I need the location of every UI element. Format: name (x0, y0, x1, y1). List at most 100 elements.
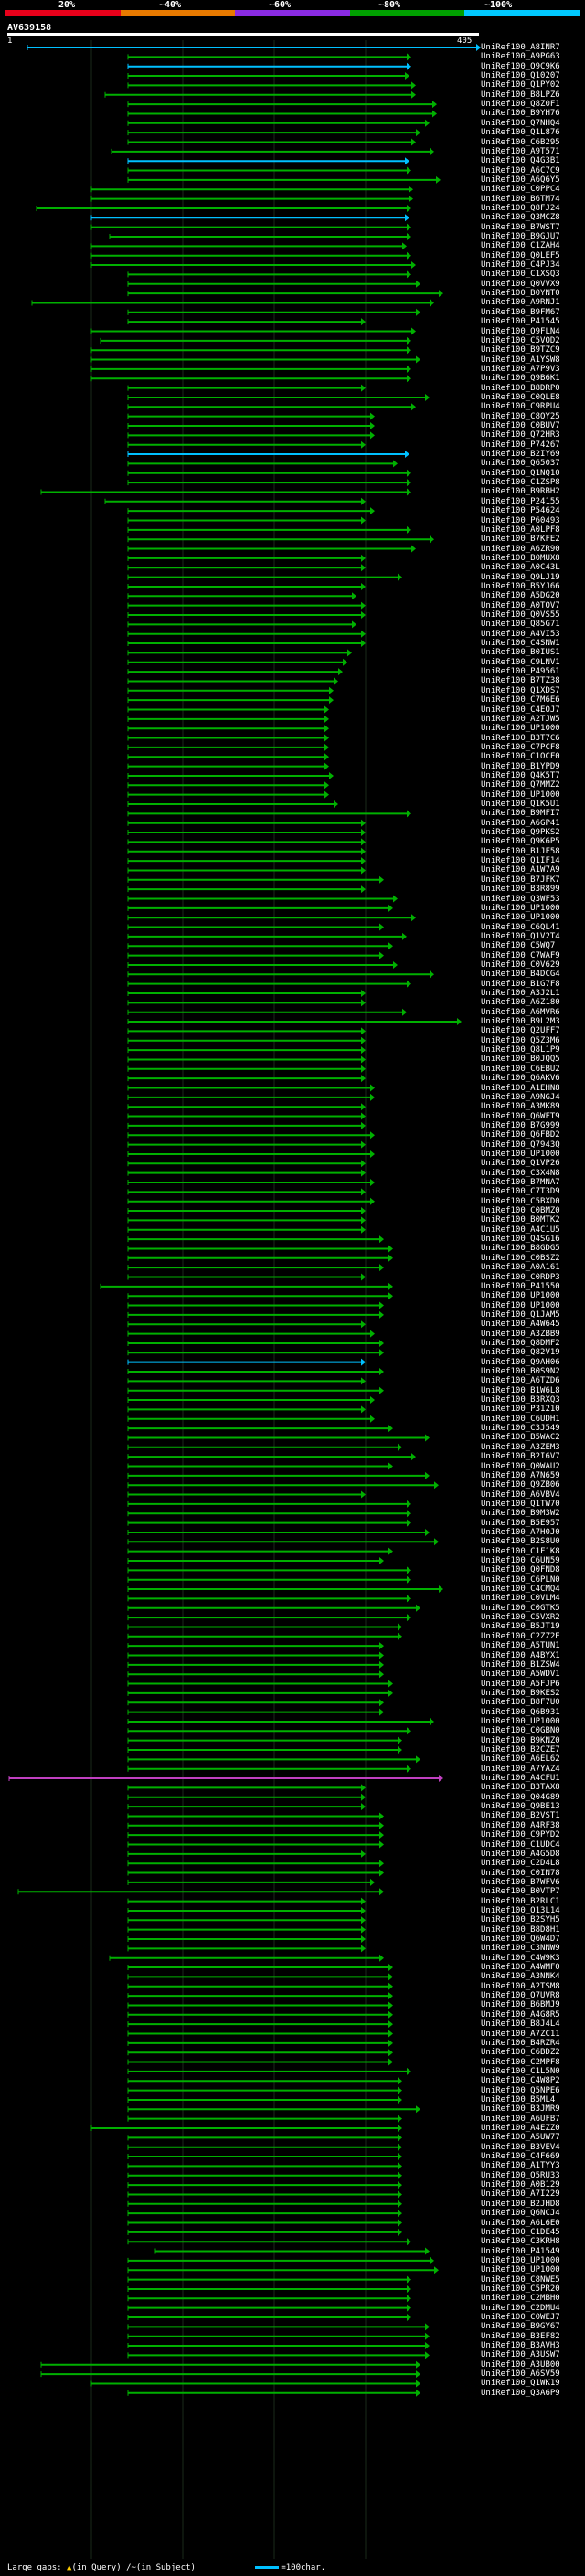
hit-label[interactable]: UniRef100_B0VTP7 (481, 1887, 560, 1897)
hit-alignment[interactable] (127, 129, 420, 137)
hit-alignment[interactable] (127, 2001, 393, 2009)
hit-label[interactable]: UniRef100_B9TZC9 (481, 345, 560, 355)
hit-label[interactable]: UniRef100_Q1JAM5 (481, 1309, 560, 1320)
hit-label[interactable]: UniRef100_B9FM67 (481, 307, 560, 317)
hit-alignment[interactable] (127, 762, 329, 770)
hit-alignment[interactable] (127, 630, 366, 638)
hit-label[interactable]: UniRef100_B7G999 (481, 1120, 560, 1130)
hit-alignment[interactable] (127, 2086, 402, 2094)
hit-label[interactable]: UniRef100_B7KFE2 (481, 535, 560, 545)
hit-alignment[interactable] (127, 1660, 384, 1669)
hit-label[interactable]: UniRef100_A5FJP6 (481, 1679, 560, 1689)
hit-alignment[interactable] (90, 242, 407, 250)
hit-alignment[interactable] (127, 847, 366, 855)
hit-alignment[interactable] (127, 990, 366, 997)
hit-label[interactable]: UniRef100_Q1XDS7 (481, 685, 560, 695)
hit-alignment[interactable] (127, 431, 375, 440)
hit-alignment[interactable] (127, 1689, 393, 1697)
hit-alignment[interactable] (127, 1386, 384, 1394)
hit-alignment[interactable] (127, 2342, 430, 2350)
hit-alignment[interactable] (127, 753, 329, 761)
hit-alignment[interactable] (127, 2284, 411, 2293)
hit-label[interactable]: UniRef100_A2TSM8 (481, 1981, 560, 1991)
hit-label[interactable]: UniRef100_C0BSZ2 (481, 1253, 560, 1263)
hit-alignment[interactable] (127, 2105, 420, 2114)
hit-label[interactable]: UniRef100_B2S8U0 (481, 1537, 560, 1547)
hit-alignment[interactable] (127, 1510, 411, 1518)
hit-label[interactable]: UniRef100_A4G8R5 (481, 2009, 560, 2019)
hit-alignment[interactable] (127, 1046, 366, 1055)
hit-label[interactable]: UniRef100_A6Q6Y5 (481, 175, 560, 185)
hit-alignment[interactable] (127, 2190, 402, 2199)
hit-alignment[interactable] (127, 1179, 375, 1186)
hit-label[interactable]: UniRef100_C6PLN0 (481, 1574, 560, 1585)
hit-alignment[interactable] (90, 327, 416, 335)
hit-label[interactable]: UniRef100_P41545 (481, 317, 560, 327)
hit-alignment[interactable] (40, 2360, 420, 2369)
hit-label[interactable]: UniRef100_A6TZD6 (481, 1376, 560, 1386)
hit-label[interactable]: UniRef100_C1ZSP8 (481, 478, 560, 488)
hit-label[interactable]: UniRef100_B6BMJ9 (481, 2000, 560, 2010)
hit-label[interactable]: UniRef100_B9GY67 (481, 2322, 560, 2332)
hit-alignment[interactable] (90, 355, 420, 364)
hit-label[interactable]: UniRef100_Q65037 (481, 459, 560, 469)
hit-label[interactable]: UniRef100_B8DRP0 (481, 383, 560, 393)
hit-label[interactable]: UniRef100_A5WDV1 (481, 1670, 560, 1680)
hit-label[interactable]: UniRef100_C6EBU2 (481, 1064, 560, 1074)
hit-label[interactable]: UniRef100_B0MUX8 (481, 553, 560, 563)
hit-label[interactable]: UniRef100_P24155 (481, 496, 560, 506)
hit-label[interactable]: UniRef100_A5TUN1 (481, 1641, 560, 1651)
hit-alignment[interactable] (127, 2295, 411, 2303)
hit-alignment[interactable] (127, 951, 384, 959)
hit-label[interactable]: UniRef100_B0MTK2 (481, 1215, 560, 1225)
hit-alignment[interactable] (127, 743, 329, 751)
hit-label[interactable]: UniRef100_B0YNT0 (481, 289, 560, 299)
hit-alignment[interactable] (127, 138, 416, 146)
hit-alignment[interactable] (127, 1490, 366, 1499)
hit-alignment[interactable] (127, 1964, 393, 1972)
hit-alignment[interactable] (127, 479, 411, 487)
hit-label[interactable]: UniRef100_Q2UFF7 (481, 1026, 560, 1036)
hit-label[interactable]: UniRef100_Q72HR3 (481, 430, 560, 440)
hit-alignment[interactable] (127, 601, 366, 610)
hit-label[interactable]: UniRef100_A0A161 (481, 1263, 560, 1273)
hit-alignment[interactable] (127, 1443, 402, 1451)
hit-label[interactable]: UniRef100_B9YH76 (481, 109, 560, 119)
hit-alignment[interactable] (127, 53, 411, 61)
hit-alignment[interactable] (40, 488, 411, 496)
hit-label[interactable]: UniRef100_P41550 (481, 1281, 560, 1291)
hit-alignment[interactable] (127, 1018, 462, 1026)
hit-label[interactable]: UniRef100_Q4K5T7 (481, 770, 560, 780)
hit-label[interactable]: UniRef100_A9RNJ1 (481, 298, 560, 308)
hit-label[interactable]: UniRef100_Q5Z3M6 (481, 1035, 560, 1045)
hit-label[interactable]: UniRef100_P49561 (481, 667, 560, 677)
hit-alignment[interactable] (127, 1188, 366, 1196)
hit-label[interactable]: UniRef100_A0C43L (481, 563, 560, 573)
hit-label[interactable]: UniRef100_Q7UVR8 (481, 1991, 560, 2001)
hit-alignment[interactable] (127, 1377, 366, 1385)
hit-alignment[interactable] (127, 1538, 439, 1546)
hit-label[interactable]: UniRef100_B2CZE7 (481, 1745, 560, 1754)
hit-alignment[interactable] (127, 668, 343, 676)
hit-label[interactable]: UniRef100_A9NGJ4 (481, 1092, 560, 1102)
hit-label[interactable]: UniRef100_A4C1U5 (481, 1224, 560, 1235)
hit-alignment[interactable] (127, 1803, 366, 1811)
hit-alignment[interactable] (127, 1273, 366, 1281)
hit-label[interactable]: UniRef100_UP1000 (481, 724, 560, 734)
hit-alignment[interactable] (127, 525, 411, 534)
hit-label[interactable]: UniRef100_A7I229 (481, 2189, 560, 2200)
hit-label[interactable]: UniRef100_A7YAZ4 (481, 1764, 560, 1774)
hit-label[interactable]: UniRef100_B2RLC1 (481, 1896, 560, 1906)
hit-alignment[interactable] (127, 2210, 402, 2218)
hit-label[interactable]: UniRef100_Q1PY02 (481, 80, 560, 90)
hit-label[interactable]: UniRef100_B5JT19 (481, 1622, 560, 1632)
hit-label[interactable]: UniRef100_C4CMQ4 (481, 1585, 560, 1595)
hit-alignment[interactable] (127, 1310, 384, 1319)
hit-alignment[interactable] (127, 932, 407, 940)
hit-alignment[interactable] (90, 214, 410, 222)
hit-label[interactable]: UniRef100_B5YJ66 (481, 581, 560, 591)
hit-alignment[interactable] (127, 2304, 411, 2312)
hit-label[interactable]: UniRef100_A0TOV7 (481, 600, 560, 610)
hit-label[interactable]: UniRef100_Q13L14 (481, 1905, 560, 1915)
hit-alignment[interactable] (127, 1604, 420, 1612)
